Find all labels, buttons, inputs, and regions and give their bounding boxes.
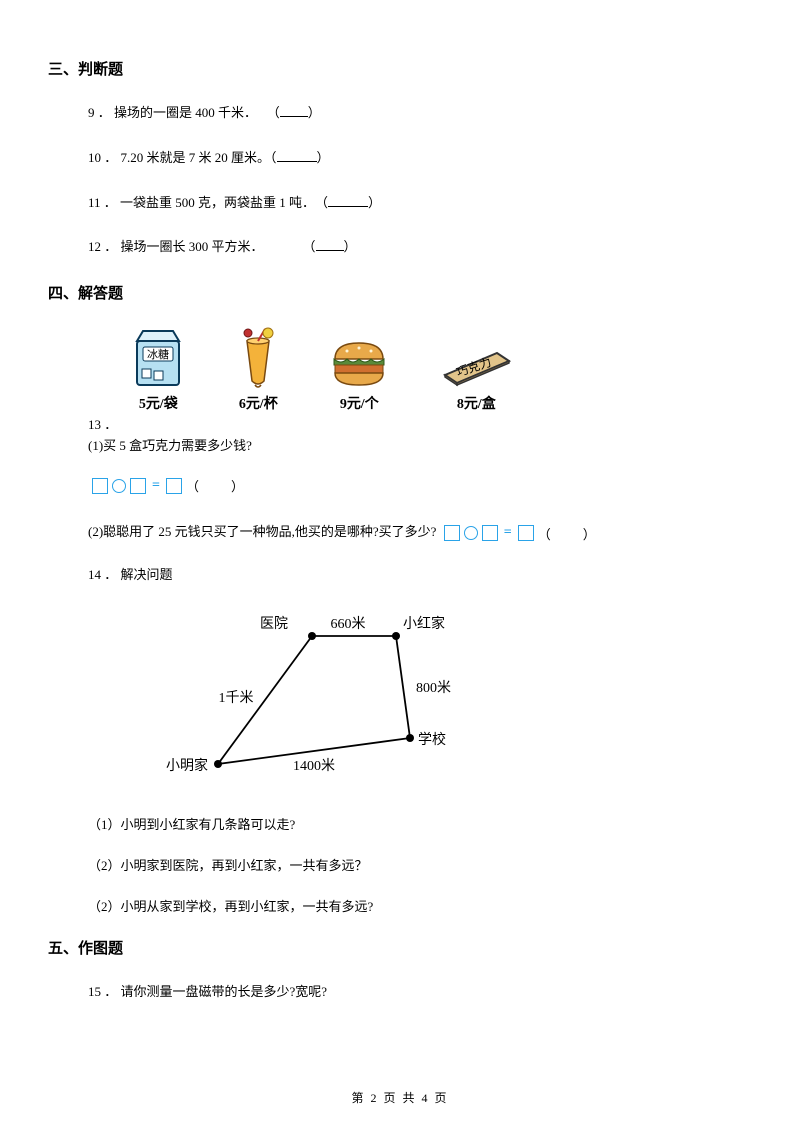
sugar-icon: 冰糖 <box>129 327 187 389</box>
q11-num: 11 ． <box>88 195 117 210</box>
node-xiaohong: 小红家 <box>403 615 445 632</box>
q14-sub1: （1）小明到小红家有几条路可以走? <box>88 814 752 833</box>
paren-open: （ <box>538 524 551 543</box>
eq-box[interactable] <box>166 478 182 494</box>
q10-num: 10 ． <box>88 150 117 165</box>
burger-price: 9元/个 <box>340 393 379 413</box>
q13-eq1: = （ ） <box>92 476 752 495</box>
section-heading-5: 五、作图题 <box>48 937 752 958</box>
eq-box[interactable] <box>130 478 146 494</box>
q14-diagram: 医院 小红家 学校 小明家 660米 800米 1400米 1千米 <box>148 608 752 792</box>
question-11: 11 ． 一袋盐重 500 克，两袋盐重 1 吨． （ ） <box>88 193 752 214</box>
q10-blank[interactable] <box>277 148 317 162</box>
paren-close: ） <box>231 476 244 495</box>
q9-tail: ） <box>308 105 321 120</box>
edge-800: 800米 <box>416 680 451 696</box>
eq-equals: = <box>502 525 514 541</box>
section-heading-4: 四、解答题 <box>48 282 752 303</box>
q10-text: 7.20 米就是 7 米 20 厘米。（ <box>121 150 277 165</box>
q9-num: 9 ． <box>88 105 111 120</box>
q11-tail: ） <box>368 195 381 210</box>
question-10: 10 ． 7.20 米就是 7 米 20 厘米。（ ） <box>88 148 752 169</box>
q14-num: 14 ． <box>88 567 117 582</box>
product-chocolate: 巧克力 8元/盒 <box>437 327 515 413</box>
q14-title: 解决问题 <box>121 567 173 582</box>
q11-text: 一袋盐重 500 克，两袋盐重 1 吨． （ <box>120 195 328 210</box>
q9-text: 操场的一圈是 400 千米． （ <box>114 105 280 120</box>
eq-circle[interactable] <box>464 526 478 540</box>
edge-1400: 1400米 <box>293 758 335 774</box>
chocolate-price: 8元/盒 <box>457 393 496 413</box>
svg-text:冰糖: 冰糖 <box>147 347 169 361</box>
juice-icon <box>235 327 281 389</box>
q12-num: 12 ． <box>88 239 117 254</box>
question-13-row: 13 ． 冰糖 5元/袋 <box>48 327 752 435</box>
q12-blank[interactable] <box>316 237 344 251</box>
question-12: 12 ． 操场一圈长 300 平方米． （ ） <box>88 237 752 258</box>
q12-text: 操场一圈长 300 平方米． （ <box>121 239 316 254</box>
eq-circle[interactable] <box>112 479 126 493</box>
question-15: 15 ． 请你测量一盘磁带的长是多少?宽呢? <box>88 982 752 1003</box>
eq-box[interactable] <box>482 525 498 541</box>
page-footer: 第 2 页 共 4 页 <box>0 1089 800 1106</box>
q14-sub2: （2）小明家到医院，再到小红家，一共有多远？ <box>88 855 752 874</box>
q13-sub2: (2)聪聪用了 25 元钱只买了一种物品,他买的是哪种?买了多少? = （ ） <box>88 521 752 543</box>
paren-open: （ <box>186 476 199 495</box>
edge-660: 660米 <box>331 616 366 632</box>
question-9: 9 ． 操场的一圈是 400 千米． （ ） <box>88 103 752 124</box>
product-sugar: 冰糖 5元/袋 <box>129 327 187 413</box>
chocolate-icon: 巧克力 <box>437 327 515 389</box>
q11-blank[interactable] <box>328 193 368 207</box>
section-heading-3: 三、判断题 <box>48 58 752 79</box>
edge-1km: 1千米 <box>219 690 254 706</box>
q14-sub3: （2）小明从家到学校，再到小红家，一共有多远? <box>88 896 752 915</box>
q15-text: 请你测量一盘磁带的长是多少?宽呢? <box>121 984 328 999</box>
product-burger: 9元/个 <box>329 327 389 413</box>
question-14: 14 ． 解决问题 <box>88 565 752 586</box>
eq-box[interactable] <box>444 525 460 541</box>
node-school: 学校 <box>418 731 446 748</box>
paren-close: ） <box>583 524 596 543</box>
q15-num: 15 ． <box>88 984 117 999</box>
juice-price: 6元/杯 <box>239 393 278 413</box>
node-hospital: 医院 <box>260 616 288 632</box>
eq-equals: = <box>150 478 162 494</box>
product-juice: 6元/杯 <box>235 327 281 413</box>
q12-tail: ） <box>344 239 357 254</box>
sugar-price: 5元/袋 <box>139 393 178 413</box>
node-xiaoming: 小明家 <box>166 757 208 774</box>
q13-sub2-text: (2)聪聪用了 25 元钱只买了一种物品,他买的是哪种?买了多少? <box>88 524 436 539</box>
burger-icon <box>329 327 389 389</box>
q10-tail: ） <box>317 150 330 165</box>
eq-box[interactable] <box>92 478 108 494</box>
q13-num: 13 ． <box>88 414 117 433</box>
q13-sub1: (1)买 5 盒巧克力需要多少钱? <box>88 435 752 454</box>
q9-blank[interactable] <box>280 103 308 117</box>
eq-box[interactable] <box>518 525 534 541</box>
